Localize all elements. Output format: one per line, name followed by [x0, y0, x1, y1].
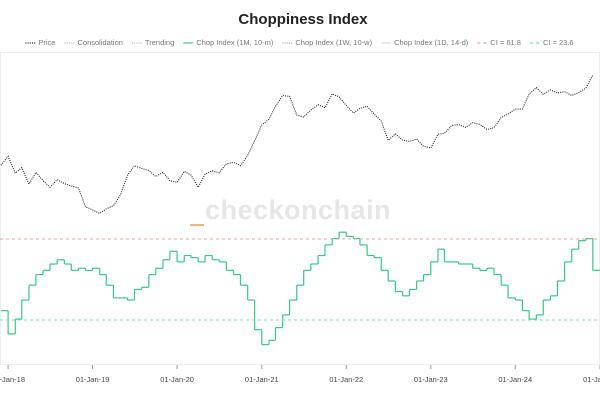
- x-tick-label: 01-Jan-22: [329, 375, 363, 384]
- legend: Price Consolidation Trending Chop Index (1M…: [25, 38, 574, 47]
- watermark-accent: [190, 224, 204, 226]
- x-tick-label: 01-Jan-19: [76, 375, 110, 384]
- price-line: [0, 74, 594, 215]
- legend-label: Trending: [145, 38, 174, 47]
- legend-label: Chop Index (1D, 14-d): [394, 38, 469, 47]
- legend-label: CI = 23.6: [543, 38, 574, 47]
- x-tick-label: 01-Jan-23: [414, 375, 448, 384]
- x-tick-label: 01-Jan-18: [0, 375, 25, 384]
- legend-label: Price: [38, 38, 55, 47]
- chart-title: Choppiness Index: [238, 11, 368, 28]
- x-tick-label: 01-Jan-21: [245, 375, 279, 384]
- x-tick-label: 01-Jan-24: [498, 375, 532, 384]
- x-tick-label: 01-Jan-20: [160, 375, 194, 384]
- legend-label: Chop Index (1M, 10-m): [196, 38, 274, 47]
- legend-label: CI = 61.8: [490, 38, 521, 47]
- legend-label: Consolidation: [77, 38, 122, 47]
- legend-label: Chop Index (1W, 10-w): [295, 38, 372, 47]
- x-tick-label: 01-Jan-25: [583, 375, 600, 384]
- watermark: checkonchain: [205, 195, 391, 225]
- step-riser: [7, 232, 594, 345]
